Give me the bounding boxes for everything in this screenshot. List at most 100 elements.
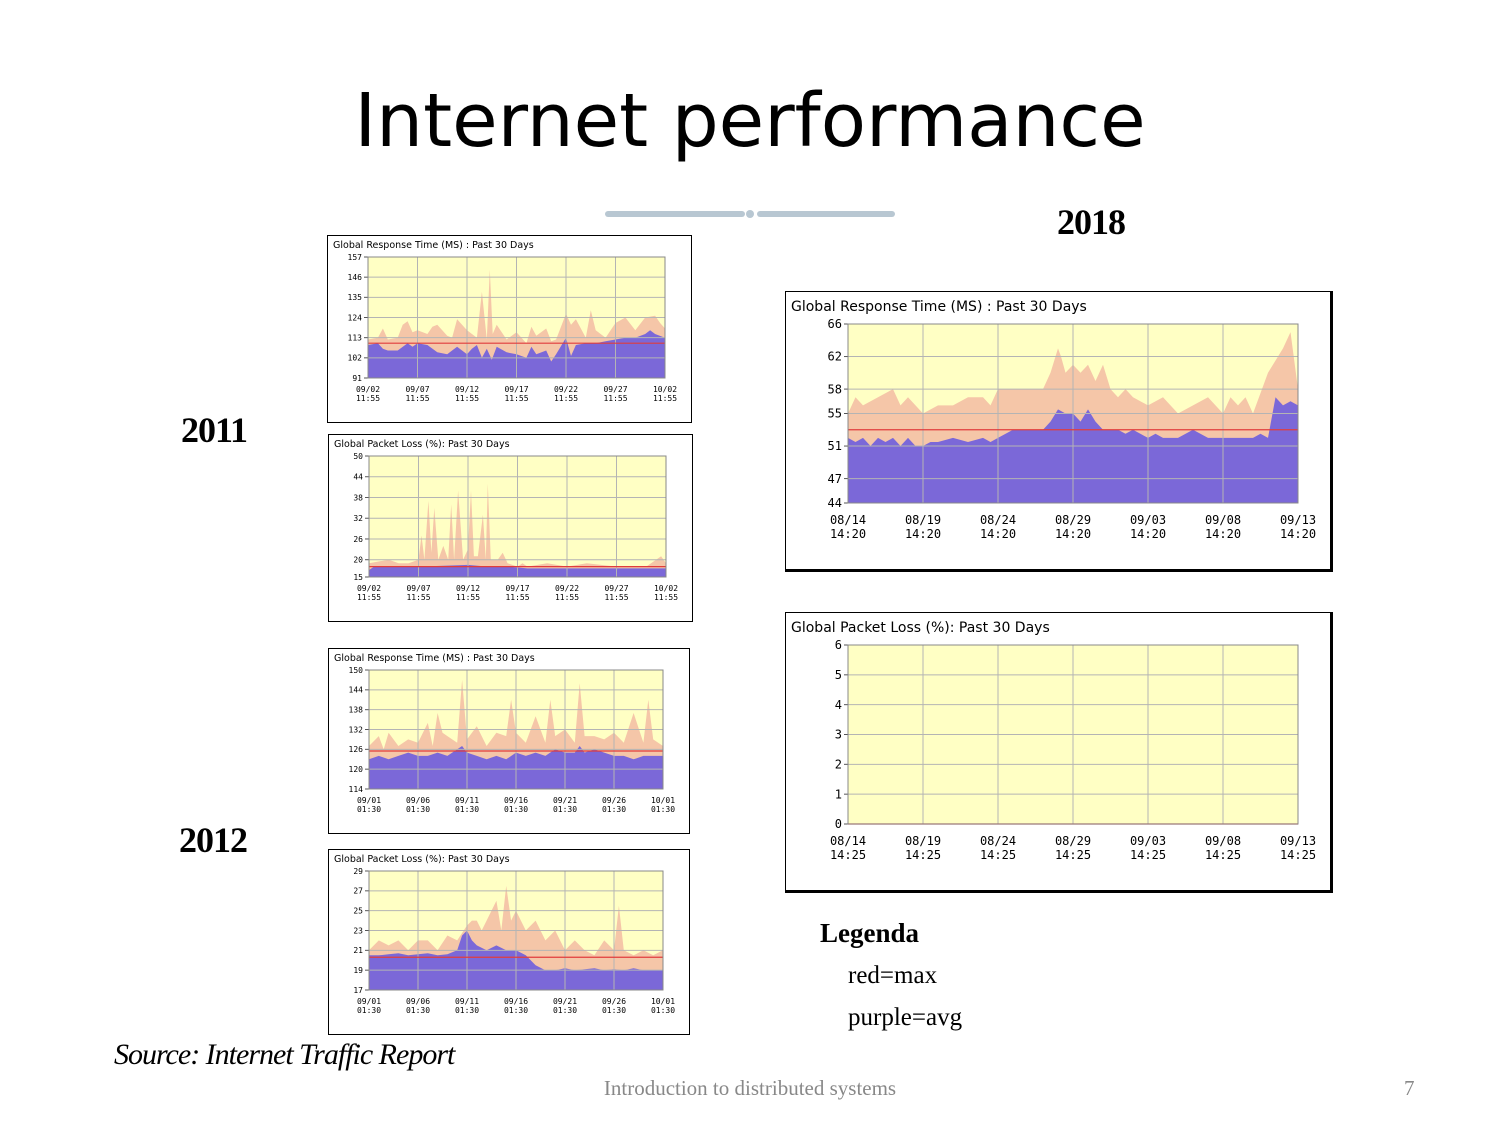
chart-title: Global Response Time (MS) : Past 30 Days [334,653,535,664]
y-tick-label: 126 [349,745,364,754]
x-tick-label-time: 01:30 [406,1006,430,1015]
x-tick-label: 10/01 [651,997,675,1006]
x-tick-label: 09/07 [406,584,430,593]
x-tick-label: 09/13 [1280,834,1316,848]
y-tick-label: 1 [835,787,842,801]
x-tick-label-time: 14:20 [980,527,1016,541]
x-tick-label: 09/07 [405,385,429,394]
chart-svg: Global Response Time (MS) : Past 30 Days… [333,240,677,403]
x-tick-label-time: 01:30 [553,1006,577,1015]
x-tick-label-time: 11:55 [505,593,529,602]
title-divider [605,210,895,218]
footer-text: Introduction to distributed systems [603,1076,897,1100]
y-tick-label: 4 [835,698,842,712]
y-tick-label: 19 [353,966,363,975]
x-tick-label: 09/26 [602,796,626,805]
x-tick-label-time: 01:30 [406,805,430,814]
x-tick-label: 09/22 [555,584,579,593]
x-tick-label: 09/12 [456,584,480,593]
x-tick-label: 09/22 [554,385,578,394]
x-tick-label: 08/19 [905,513,941,527]
y-tick-label: 44 [828,496,842,510]
chart-svg: Global Packet Loss (%): Past 30 Days 09/0… [334,439,678,602]
y-tick-label: 21 [353,946,363,955]
x-tick-label-time: 14:20 [1055,527,1091,541]
y-tick-label: 132 [349,725,364,734]
x-tick-label: 09/17 [505,584,529,593]
y-tick-label: 0 [835,817,842,831]
x-tick-label-time: 14:25 [830,848,866,862]
x-tick-label: 09/06 [406,796,430,805]
y-tick-label: 44 [353,473,363,482]
x-tick-label-time: 01:30 [602,1006,626,1015]
y-tick-label: 55 [828,407,842,421]
x-tick-label: 09/06 [406,997,430,1006]
plot-frame [847,323,1299,504]
x-tick-label: 09/01 [357,796,381,805]
chart-svg: Global Packet Loss (%): Past 30 Days 09/0… [334,854,675,1015]
y-tick-label: 66 [828,317,842,331]
x-tick-label-time: 14:20 [830,527,866,541]
chart-title: Global Packet Loss (%): Past 30 Days [791,620,1050,636]
x-tick-label: 08/24 [980,513,1016,527]
y-tick-label: 144 [349,686,364,695]
legend-title: Legenda [820,918,920,948]
x-tick-label-time: 14:25 [980,848,1016,862]
x-tick-label: 09/11 [455,796,479,805]
year-label-2011: 2011 [181,410,248,450]
x-tick-label-time: 14:25 [1205,848,1241,862]
plot-frame [368,870,664,991]
x-tick-label: 09/02 [357,584,381,593]
y-tick-label: 91 [352,374,362,383]
x-tick-label: 09/02 [356,385,380,394]
x-tick-label-time: 01:30 [504,805,528,814]
chart-title: Global Response Time (MS) : Past 30 Days [791,299,1087,315]
x-tick-label-time: 14:25 [1130,848,1166,862]
x-tick-label: 09/12 [455,385,479,394]
x-tick-label: 09/03 [1130,513,1166,527]
x-tick-label-time: 14:20 [905,527,941,541]
x-tick-label-time: 11:55 [654,593,678,602]
x-tick-label-time: 01:30 [651,1006,675,1015]
x-tick-label: 09/21 [553,997,577,1006]
x-tick-label: 09/11 [455,997,479,1006]
x-tick-label-time: 11:55 [555,593,579,602]
y-tick-label: 113 [348,333,363,342]
x-tick-label: 08/14 [830,513,866,527]
year-label-2012: 2012 [179,820,248,860]
y-tick-label: 17 [353,986,363,995]
y-tick-label: 25 [353,906,363,915]
x-tick-label: 09/03 [1130,834,1166,848]
plot-frame [368,669,664,790]
x-tick-label: 09/08 [1205,513,1241,527]
plot-frame [367,256,666,379]
x-tick-label: 09/26 [602,997,626,1006]
x-tick-label-time: 01:30 [357,1006,381,1015]
y-tick-label: 15 [353,573,363,582]
x-tick-label: 09/01 [357,997,381,1006]
x-tick-label: 08/24 [980,834,1016,848]
x-tick-label: 08/14 [830,834,866,848]
chart-response-time-2011: Global Response Time (MS) : Past 30 Days… [327,235,692,423]
x-tick-label-time: 11:55 [406,593,430,602]
chart-title: Global Packet Loss (%): Past 30 Days [334,854,510,865]
y-tick-label: 146 [348,273,363,282]
x-tick-label-time: 11:55 [504,394,528,403]
y-tick-label: 20 [353,556,363,565]
y-tick-label: 124 [348,313,363,322]
x-tick-label-time: 11:55 [604,593,628,602]
x-tick-label-time: 01:30 [651,805,675,814]
chart-response-time-2012: Global Response Time (MS) : Past 30 Days… [328,648,690,834]
x-tick-label-time: 11:55 [356,394,380,403]
chart-svg: Global Response Time (MS) : Past 30 Days… [334,653,675,814]
x-tick-label-time: 14:20 [1130,527,1166,541]
y-tick-label: 23 [353,926,363,935]
y-tick-label: 135 [348,293,363,302]
y-tick-label: 51 [828,439,842,453]
y-tick-label: 29 [353,867,363,876]
plot-frame [847,644,1299,825]
x-tick-label: 09/16 [504,997,528,1006]
x-tick-label: 10/02 [654,584,678,593]
plot-frame [368,455,667,578]
x-tick-label: 08/29 [1055,834,1091,848]
